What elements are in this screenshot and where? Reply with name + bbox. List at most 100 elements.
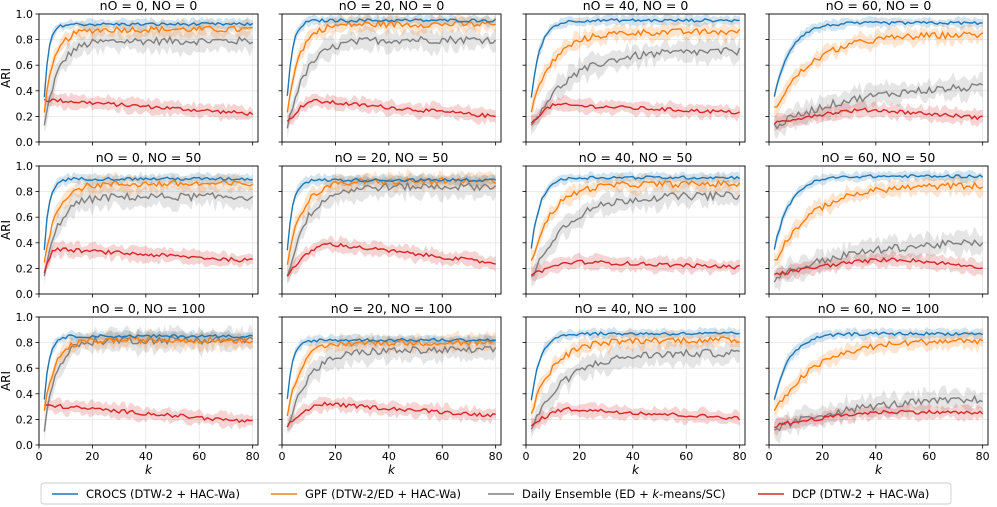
x-tick-label: 80 (976, 450, 990, 463)
series-gpf (774, 30, 984, 108)
series-crocs (773, 331, 983, 400)
panel-frame (38, 316, 259, 446)
series-gpf (530, 179, 741, 261)
series-daily (286, 35, 497, 129)
band-dcp (774, 402, 983, 436)
y-tick-label: 0.6 (16, 59, 34, 72)
x-tick-label: 80 (489, 450, 503, 463)
band-crocs (287, 14, 496, 101)
series-gpf (43, 25, 253, 113)
panel-frame (768, 165, 989, 295)
y-tick-label: 0.8 (16, 337, 34, 350)
band-daily (531, 337, 740, 439)
series-daily (773, 394, 983, 432)
x-tick-label: 40 (869, 450, 883, 463)
band-crocs (531, 326, 740, 406)
y-tick-label: 0.4 (16, 237, 34, 250)
x-axis-label: k (875, 463, 883, 477)
panel-4: nO = 60, NO = 0 (765, 0, 989, 146)
series-crocs (286, 177, 496, 251)
panel-frame (525, 165, 746, 295)
y-axis-label: ARI (0, 371, 13, 391)
band-dcp (44, 397, 253, 430)
series-crocs (286, 18, 497, 96)
legend-label: Daily Ensemble (ED + k-means/SC) (522, 487, 725, 501)
panel-title: nO = 20, NO = 100 (331, 301, 453, 316)
panel-frame (281, 13, 502, 143)
band-daily (44, 323, 253, 444)
x-tick-label: 40 (626, 450, 640, 463)
band-dcp (44, 239, 253, 278)
y-tick-label: 0.4 (16, 85, 34, 98)
series-gpf (43, 180, 254, 263)
plot-area (43, 16, 254, 134)
series-gpf (773, 338, 984, 412)
series-gpf (43, 335, 254, 411)
series-dcp (774, 409, 984, 429)
legend-entry-dcp: DCP (DTW-2 + HAC-Wa) (758, 487, 929, 501)
series-dcp (286, 242, 496, 277)
legend-entry-gpf: GPF (DTW-2/ED + HAC-Wa) (271, 487, 461, 501)
panel-9: nO = 0, NO = 100 0 20 40 60 80 0.0 0.2 0.4 0.6 0.8… (0, 301, 260, 477)
panel-2: nO = 20, NO = 0 (278, 0, 502, 146)
series-dcp (530, 102, 741, 124)
series-crocs (43, 333, 253, 400)
y-tick-label: 1.0 (16, 160, 34, 173)
panel-frame (768, 316, 989, 446)
series-gpf (530, 28, 741, 113)
x-axis-label: k (145, 463, 153, 477)
band-daily (44, 24, 253, 134)
x-tick-label: 0 (279, 450, 286, 463)
band-dcp (287, 235, 496, 283)
x-tick-label: 60 (922, 450, 936, 463)
series-crocs (43, 21, 254, 97)
legend-label: DCP (DTW-2 + HAC-Wa) (792, 487, 929, 501)
y-tick-label: 0.2 (16, 110, 34, 123)
series-daily (773, 82, 984, 130)
y-tick-label: 0.8 (16, 186, 34, 199)
plot-area (43, 171, 254, 286)
plot-area (773, 15, 984, 140)
series-daily (43, 191, 254, 277)
band-daily (774, 226, 983, 292)
series-gpf (286, 338, 497, 417)
series-crocs (530, 18, 740, 98)
x-axis-label: k (632, 463, 640, 477)
y-tick-label: 0.8 (16, 34, 34, 47)
panel-frame (38, 165, 259, 295)
y-tick-label: 0.6 (16, 211, 34, 224)
panel-frame (525, 316, 746, 446)
series-crocs (286, 337, 496, 399)
x-tick-label: 20 (815, 450, 829, 463)
series-dcp (44, 403, 253, 424)
x-tick-label: 40 (139, 450, 153, 463)
plot-area (530, 170, 741, 287)
panel-12: nO = 60, NO = 100 0 20 40 60 80 k (765, 301, 990, 477)
series-crocs (43, 176, 253, 250)
series-crocs (530, 331, 740, 401)
series-gpf (530, 336, 740, 414)
series-daily (286, 180, 497, 277)
panel-title: nO = 20, NO = 0 (339, 0, 445, 13)
series-daily (531, 190, 741, 277)
panel-frame (768, 13, 989, 143)
band-dcp (531, 95, 740, 132)
band-gpf (287, 330, 496, 422)
plot-area (773, 169, 984, 292)
y-axis-label: ARI (0, 220, 13, 240)
y-tick-label: 0.0 (16, 439, 34, 452)
panel-5: nO = 0, NO = 50 0.0 0.2 0.4 0.6 0.8 1.0 ARI (0, 150, 259, 301)
legend-entry-crocs: CROCS (DTW-2 + HAC-Wa) (52, 487, 240, 501)
y-tick-label: 0.4 (16, 388, 34, 401)
series-dcp (286, 401, 496, 428)
x-tick-label: 60 (192, 450, 206, 463)
band-dcp (774, 249, 983, 282)
panel-8: nO = 60, NO = 50 (765, 150, 989, 298)
legend-label: CROCS (DTW-2 + HAC-Wa) (86, 487, 240, 501)
series-gpf (774, 181, 984, 261)
panel-frame (281, 316, 502, 446)
panel-title: nO = 40, NO = 0 (583, 0, 689, 13)
x-tick-label: 80 (733, 450, 747, 463)
series-daily (286, 345, 497, 428)
